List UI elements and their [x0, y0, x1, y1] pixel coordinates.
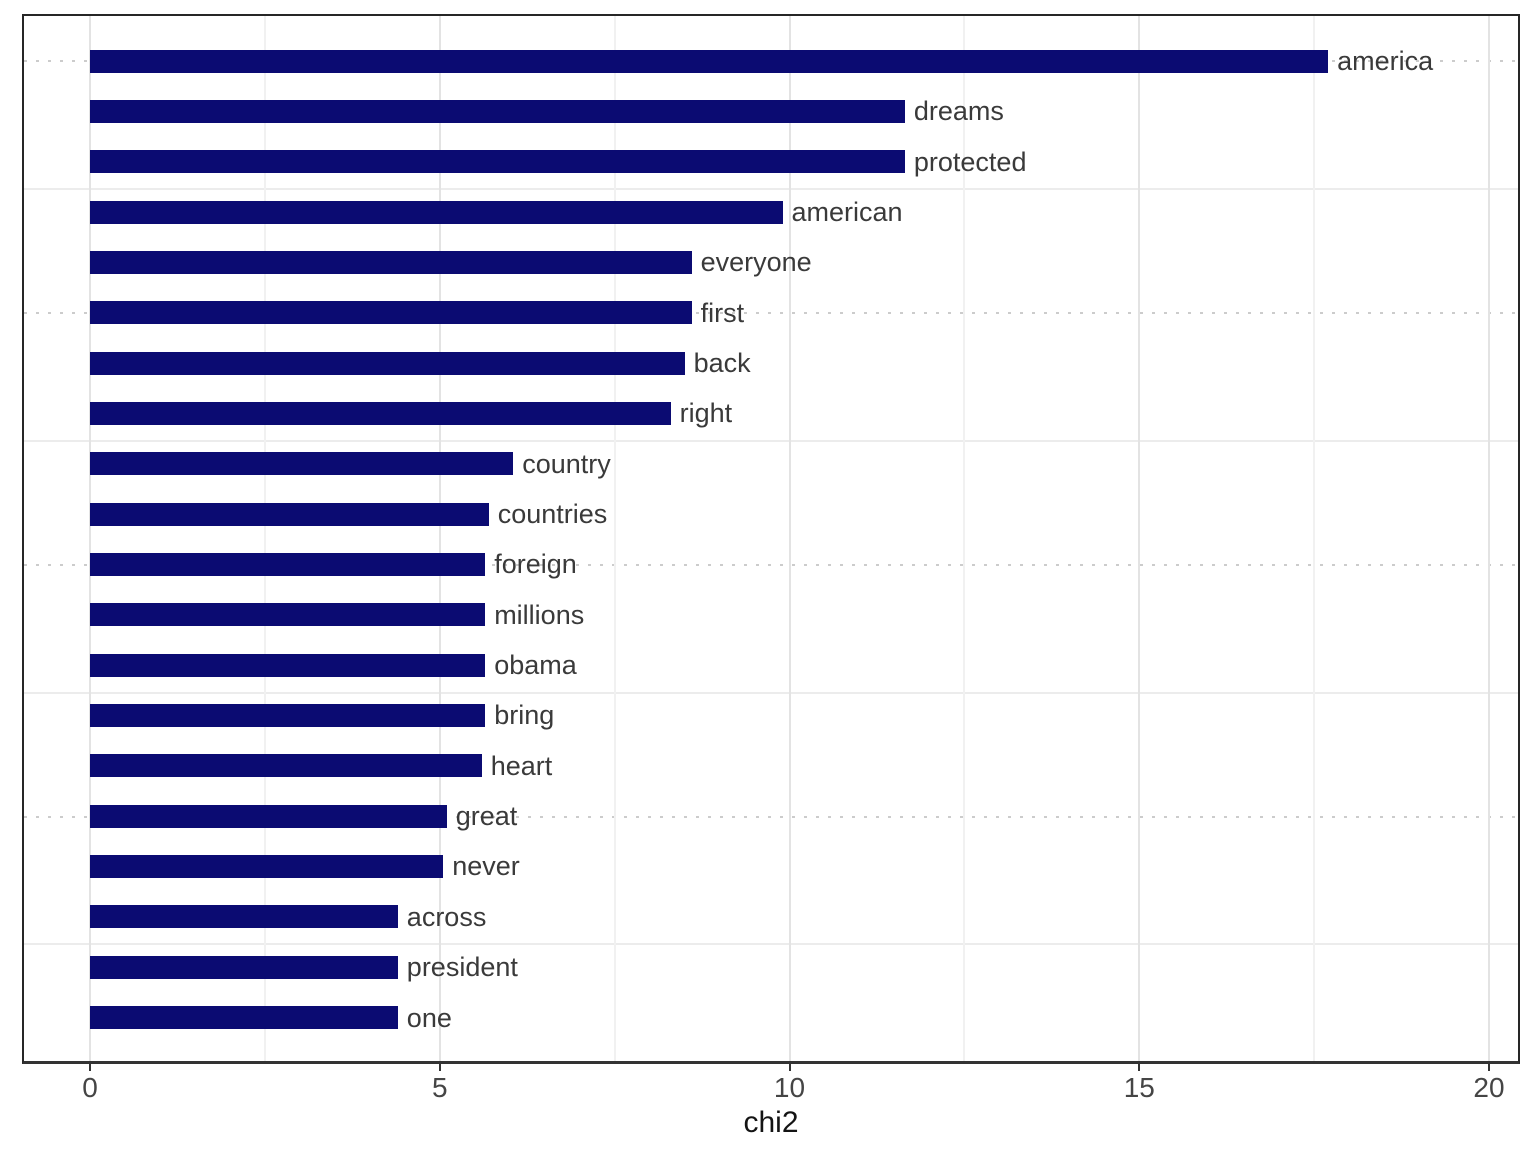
- bar-label: great: [455, 801, 518, 832]
- bar: [90, 99, 905, 123]
- bar: [90, 351, 685, 375]
- bar: [90, 452, 514, 476]
- x-tick-mark: [89, 1064, 91, 1071]
- x-tick-label: 5: [432, 1072, 448, 1103]
- bar-label: america: [1337, 46, 1434, 76]
- bar-label: never: [452, 851, 520, 882]
- bar-label: millions: [494, 599, 585, 630]
- plot-panel: america dreams protected american everyone fi…: [22, 14, 1520, 1064]
- bar-label: everyone: [700, 247, 812, 278]
- x-tick-mark: [788, 1064, 791, 1071]
- bar: [90, 301, 692, 325]
- bar-label: country: [522, 448, 611, 479]
- bar-label: president: [406, 952, 518, 983]
- gridline-y-major: [24, 312, 1518, 314]
- bar-label: heart: [490, 750, 553, 781]
- bar: [90, 200, 783, 224]
- x-tick-mark: [1488, 1064, 1490, 1071]
- bar-label: one: [406, 1002, 452, 1033]
- bar: [90, 703, 486, 727]
- x-axis-title: chi2: [743, 1106, 799, 1139]
- bar-label: right: [679, 398, 733, 429]
- bar-label: american: [791, 197, 903, 227]
- gridline-x-minor: [1313, 16, 1316, 1061]
- bar-label: foreign: [494, 549, 577, 580]
- bar-label: bring: [494, 700, 555, 731]
- bar: [90, 955, 398, 979]
- x-tick-mark: [1138, 1064, 1141, 1071]
- gridline-x-minor: [963, 16, 966, 1061]
- gridline-x-major: [89, 16, 91, 1061]
- x-tick-label: 10: [773, 1072, 806, 1103]
- x-tick-mark: [438, 1064, 441, 1071]
- bar: [90, 754, 482, 778]
- bar: [90, 552, 486, 576]
- gridline-y-minor: [24, 188, 1518, 190]
- x-tick-label: 0: [82, 1072, 98, 1103]
- gridline-y-minor: [24, 692, 1518, 694]
- bar-label: first: [700, 297, 745, 328]
- x-tick-label: 20: [1473, 1072, 1505, 1103]
- bar-label: back: [693, 348, 751, 378]
- bar: [90, 905, 398, 929]
- bar: [90, 1006, 398, 1029]
- bar-label: across: [406, 901, 487, 932]
- bar: [90, 804, 447, 828]
- bar: [90, 49, 1329, 73]
- bar: [90, 854, 444, 878]
- bar: [90, 603, 486, 627]
- bar: [90, 150, 905, 174]
- bar: [90, 250, 692, 274]
- gridline-x-minor: [613, 16, 616, 1061]
- gridline-x-major: [1138, 16, 1141, 1061]
- gridline-y-minor: [24, 943, 1518, 945]
- gridline-y-major: [24, 564, 1518, 566]
- bar: [90, 653, 486, 677]
- bar: [90, 401, 671, 425]
- bar-label: protected: [913, 146, 1027, 177]
- bar-label: countries: [497, 499, 608, 530]
- bar: [90, 502, 489, 526]
- gridline-x-major: [438, 16, 441, 1061]
- bar-label: obama: [494, 650, 577, 681]
- bar-label: dreams: [913, 96, 1004, 127]
- x-tick-label: 15: [1123, 1072, 1155, 1103]
- gridline-y-major: [24, 816, 1518, 818]
- gridline-x-minor: [263, 16, 266, 1061]
- gridline-x-major: [1488, 16, 1490, 1061]
- gridline-x-major: [788, 16, 791, 1061]
- gridline-y-minor: [24, 440, 1518, 442]
